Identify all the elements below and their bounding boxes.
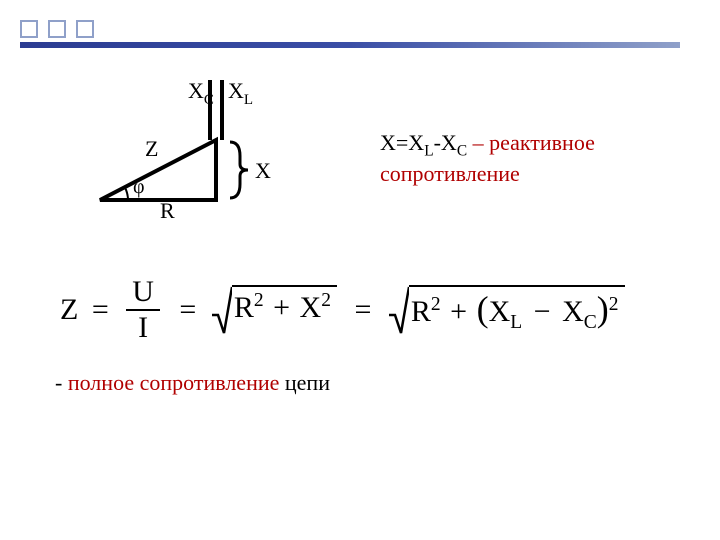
- label-r: R: [160, 198, 175, 220]
- formula-eq1: =: [92, 293, 109, 327]
- label-phi: φ: [133, 176, 145, 198]
- sqrt1-x-exp: 2: [321, 290, 331, 311]
- sqrt2-plus: +: [450, 295, 467, 328]
- sqrt2-minus: −: [534, 295, 551, 328]
- sqrt2-r-exp: 2: [431, 294, 441, 315]
- label-xc: X: [188, 78, 204, 103]
- reactive-prefix: X=X: [380, 130, 424, 155]
- bottom-red: полное сопротивление: [68, 370, 280, 395]
- bottom-caption: - полное сопротивление цепи: [55, 370, 330, 396]
- decor-square-icon: [20, 20, 38, 38]
- sqrt2-xc: X: [562, 295, 584, 328]
- sqrt1: R2 + X2: [212, 285, 337, 335]
- sqrt2-xl: X: [489, 295, 511, 328]
- decor-square-icon: [76, 20, 94, 38]
- label-xl-sub: L: [244, 92, 253, 108]
- sqrt1-r-exp: 2: [254, 290, 264, 311]
- reactive-c-sub: C: [457, 142, 467, 159]
- formula-z: Z: [60, 293, 78, 327]
- slide-root: XC XL Z φ R X X=XL-XC – реактивное сопро…: [0, 0, 720, 540]
- label-z: Z: [145, 136, 158, 161]
- sqrt2-open: (: [477, 289, 489, 329]
- sqrt2-body: R2 + (XL − XC)2: [409, 285, 625, 335]
- radical-icon: [212, 285, 232, 335]
- triangle-svg: XC XL Z φ R X: [90, 70, 310, 220]
- impedance-formula: Z = U I = R2 + X2 =: [60, 275, 680, 345]
- label-xc-sub: C: [204, 92, 214, 108]
- sqrt2-paren-exp: 2: [609, 294, 619, 315]
- impedance-triangle: XC XL Z φ R X: [90, 70, 310, 220]
- sqrt1-x: X: [300, 291, 322, 324]
- label-xl: X: [228, 78, 244, 103]
- svg-text:XL: XL: [228, 78, 253, 108]
- formula-eq2: =: [179, 293, 196, 327]
- decor-squares: [20, 20, 100, 38]
- label-x: X: [255, 158, 271, 183]
- decor-square-icon: [48, 20, 66, 38]
- bottom-black: цепи: [279, 370, 330, 395]
- sqrt1-r: R: [234, 291, 254, 324]
- radical-icon: [389, 285, 409, 335]
- formula-fraction: U I: [126, 275, 160, 345]
- formula-i: I: [126, 309, 160, 345]
- sqrt1-plus: +: [273, 291, 290, 324]
- sqrt1-body: R2 + X2: [232, 285, 337, 335]
- sqrt2-close: ): [597, 289, 609, 329]
- sqrt2-r: R: [411, 295, 431, 328]
- sqrt2-xl-sub: L: [510, 312, 522, 333]
- sqrt2-xc-sub: C: [584, 312, 597, 333]
- formula-eq3: =: [354, 293, 371, 327]
- sqrt2: R2 + (XL − XC)2: [389, 285, 625, 335]
- reactive-l-sub: L: [424, 142, 433, 159]
- decor-bar: [20, 42, 680, 48]
- reactive-minus-x: -X: [434, 130, 457, 155]
- bottom-dash: -: [55, 370, 68, 395]
- header-decor: [20, 20, 700, 48]
- formula-u: U: [126, 275, 160, 309]
- reactive-text: X=XL-XC – реактивное сопротивление: [380, 130, 700, 187]
